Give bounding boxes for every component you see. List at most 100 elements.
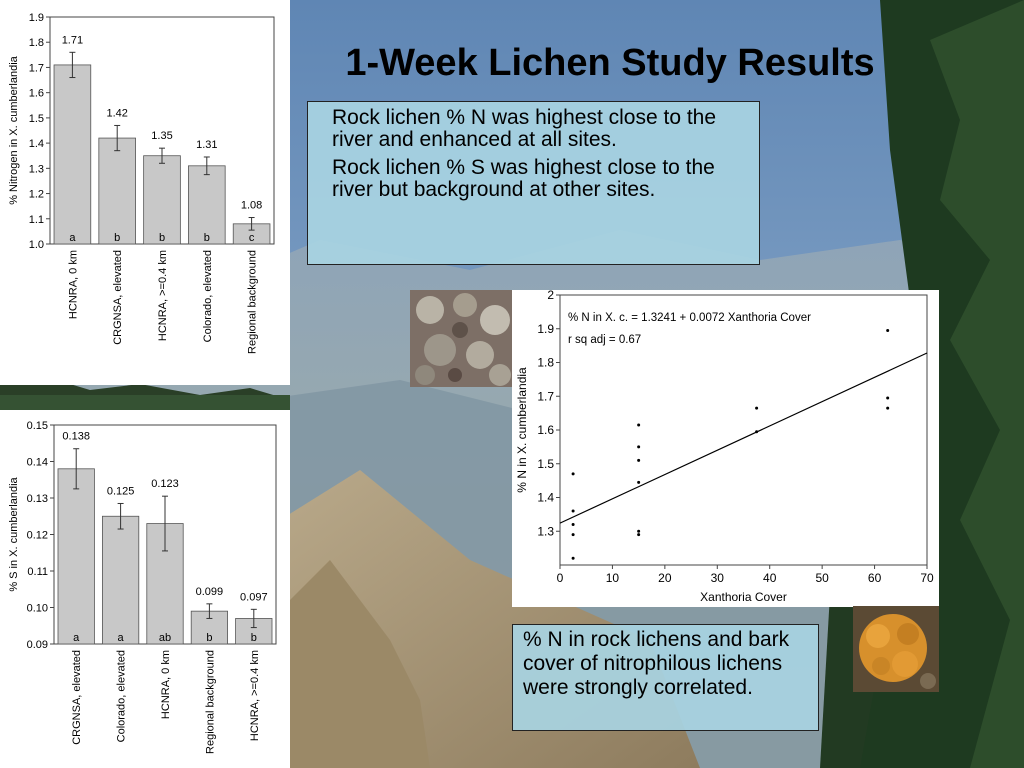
data-point [571, 533, 575, 537]
y-tick-label: 1.6 [29, 88, 44, 100]
y-tick-label: 1.3 [537, 524, 554, 538]
y-tick-label: 1.8 [29, 37, 44, 49]
y-tick-label: 1.8 [537, 356, 554, 370]
x-category-label: HCNRA, >=0.4 km [249, 650, 261, 741]
y-tick-label: 0.12 [27, 530, 48, 542]
y-axis-label: % N in X. cumberlandia [515, 367, 529, 493]
y-tick-label: 1.5 [29, 113, 44, 125]
group-letter: b [114, 232, 120, 244]
y-tick-label: 1.5 [537, 457, 554, 471]
y-tick-label: 0.13 [27, 493, 48, 505]
data-label: 1.31 [196, 139, 217, 151]
y-tick-label: 2 [547, 290, 554, 302]
y-tick-label: 0.11 [27, 566, 48, 578]
y-tick-label: 1.4 [537, 491, 554, 505]
group-letter: ab [159, 632, 171, 644]
x-category-label: Regional background [247, 250, 259, 354]
group-letter: b [251, 632, 257, 644]
y-tick-label: 1.6 [537, 423, 554, 437]
group-letter: b [204, 232, 210, 244]
xanthoria-lichen-photo [853, 606, 939, 692]
x-category-label: HCNRA, >=0.4 km [157, 250, 169, 341]
data-label: 1.08 [241, 200, 262, 212]
rock-lichen-photo [410, 290, 512, 387]
bar [57, 468, 95, 645]
x-tick-label: 60 [868, 571, 882, 585]
y-axis-label: % Nitrogen in X. cumberlandia [8, 55, 20, 204]
data-point [886, 396, 890, 400]
group-letter: b [206, 632, 212, 644]
data-point [637, 445, 641, 449]
data-point [637, 423, 641, 427]
y-tick-label: 1.2 [29, 189, 44, 201]
x-axis-label: Xanthoria Cover [700, 590, 787, 604]
data-label: 0.097 [240, 591, 268, 603]
data-point [571, 509, 575, 513]
bar [188, 165, 226, 245]
data-label: 0.138 [62, 431, 90, 443]
scatter-chart: 0 10 20 30 40 50 60 70 1.3 1.4 1.5 1.6 1.7 1.8 1.9 2 % N… [515, 290, 934, 604]
data-point [886, 406, 890, 410]
data-point [755, 406, 759, 410]
slide-title: 1-Week Lichen Study Results [345, 42, 875, 84]
x-category-label: Regional background [204, 650, 216, 754]
y-tick-label: 1.7 [537, 389, 554, 403]
data-point [637, 533, 641, 537]
data-label: 0.125 [107, 485, 135, 497]
finding-sulfur: Rock lichen % S was highest close to the… [332, 156, 715, 201]
nitrogen-bar-chart-panel: 1.0 1.1 1.2 1.3 1.4 1.5 1.6 1.7 1.8 1.9 1.71 a HCNRA… [0, 0, 290, 385]
y-tick-label: 0.09 [27, 639, 48, 651]
data-point [637, 529, 641, 533]
r-squared-label: r sq adj = 0.67 [568, 334, 641, 346]
nitrogen-bar-chart: 1.0 1.1 1.2 1.3 1.4 1.5 1.6 1.7 1.8 1.9 1.71 a HCNRA… [8, 12, 275, 354]
y-tick-label: 1.1 [29, 214, 44, 226]
data-point [637, 480, 641, 484]
group-letter: b [159, 232, 165, 244]
y-tick-label: 0.10 [27, 603, 48, 615]
bar [101, 515, 140, 645]
data-label: 0.099 [196, 586, 224, 598]
data-point [755, 430, 759, 434]
data-point [571, 472, 575, 476]
data-point [571, 523, 575, 526]
data-label: 1.35 [151, 130, 172, 142]
regression-line [559, 352, 928, 524]
group-letter: a [73, 632, 80, 644]
x-category-label: Colorado, elevated [202, 250, 214, 342]
y-tick-label: 0.15 [27, 420, 48, 432]
data-point [886, 328, 890, 332]
scatter-chart-panel: 0 10 20 30 40 50 60 70 1.3 1.4 1.5 1.6 1.7 1.8 1.9 2 % N… [512, 290, 939, 607]
findings-textbox: Rock lichen % N was highest close to the… [307, 101, 760, 265]
y-tick-label: 1.3 [29, 163, 44, 175]
data-label: 0.123 [151, 478, 179, 490]
y-tick-label: 0.14 [27, 457, 48, 469]
bar [98, 137, 136, 245]
x-tick-label: 50 [815, 571, 829, 585]
data-label: 1.71 [62, 34, 83, 46]
x-category-label: HCNRA, 0 km [160, 650, 172, 719]
group-letter: c [249, 232, 255, 244]
x-tick-label: 40 [763, 571, 777, 585]
y-tick-label: 1.4 [29, 138, 44, 150]
caption-textbox: % N in rock lichens and bark cover of ni… [512, 624, 819, 731]
data-point [571, 556, 575, 560]
finding-nitrogen: Rock lichen % N was highest close to the… [332, 106, 717, 151]
x-category-label: CRGNSA, elevated [112, 250, 124, 345]
x-tick-label: 30 [711, 571, 725, 585]
x-tick-label: 10 [606, 571, 620, 585]
y-tick-label: 1.9 [537, 322, 554, 336]
x-category-label: Colorado, elevated [116, 650, 128, 742]
regression-equation: % N in X. c. = 1.3241 + 0.0072 Xanthoria… [568, 312, 811, 324]
y-tick-label: 1.0 [29, 239, 44, 251]
group-letter: a [118, 632, 125, 644]
x-category-label: HCNRA, 0 km [67, 250, 79, 319]
x-tick-label: 70 [920, 571, 934, 585]
bar [143, 155, 181, 245]
data-point [637, 458, 641, 462]
x-category-label: CRGNSA, elevated [71, 650, 83, 745]
y-tick-label: 1.7 [29, 62, 44, 74]
correlation-caption: % N in rock lichens and bark cover of ni… [523, 628, 790, 699]
x-tick-label: 20 [658, 571, 672, 585]
y-tick-label: 1.9 [29, 12, 44, 24]
y-axis-label: % S in X. cumberlandia [8, 476, 20, 591]
